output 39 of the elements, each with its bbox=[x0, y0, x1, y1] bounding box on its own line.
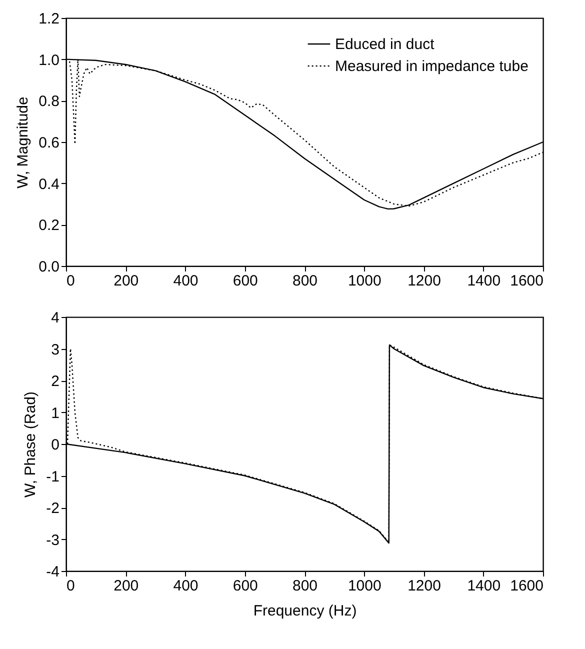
y-tick-label: 1.2 bbox=[38, 10, 60, 28]
x-tick-label: 1400 bbox=[467, 578, 501, 594]
y-tick-label: -4 bbox=[46, 564, 60, 580]
y-tick-label: 2 bbox=[51, 373, 60, 390]
x-tick-label: 1600 bbox=[510, 578, 544, 594]
y-tick-label: 0 bbox=[51, 436, 60, 454]
y-tick-label: -1 bbox=[46, 468, 60, 486]
y-tick-label: 0.6 bbox=[38, 134, 60, 152]
x-tick-label: 1400 bbox=[467, 272, 501, 290]
x-tick-label: 800 bbox=[292, 578, 318, 594]
x-tick-label: 1600 bbox=[510, 272, 544, 290]
y-tick-label: 0.8 bbox=[38, 93, 60, 110]
x-tick-label: 400 bbox=[173, 272, 198, 290]
x-tick-label: 800 bbox=[292, 272, 318, 290]
y-tick-label: 4 bbox=[51, 310, 60, 326]
y-tick-label: 0.2 bbox=[38, 217, 60, 234]
x-tick-label: 1000 bbox=[348, 272, 382, 290]
x-tick-label: 1000 bbox=[348, 578, 382, 594]
legend-label: Measured in impedance tube bbox=[335, 58, 528, 75]
y-tick-label: -3 bbox=[46, 532, 60, 549]
x-tick-label: 200 bbox=[114, 272, 139, 290]
x-tick-label: 600 bbox=[232, 272, 258, 290]
y-axis-title: W, Phase (Rad) bbox=[22, 392, 40, 498]
y-tick-label: 0.0 bbox=[38, 258, 60, 276]
y-tick-label: 0.4 bbox=[38, 176, 60, 193]
x-tick-label: 0 bbox=[66, 578, 75, 594]
x-tick-label: 1200 bbox=[408, 578, 441, 594]
x-tick-label: 600 bbox=[232, 578, 258, 594]
y-axis-title: W, Magnitude bbox=[14, 96, 32, 188]
y-tick-label: -2 bbox=[46, 500, 60, 517]
y-tick-label: 1.0 bbox=[38, 52, 60, 69]
x-tick-label: 0 bbox=[66, 272, 75, 290]
x-tick-label: 1200 bbox=[408, 272, 441, 290]
y-tick-label: 3 bbox=[51, 341, 60, 358]
legend-label: Educed in duct bbox=[335, 36, 436, 53]
x-axis-title: Frequency (Hz) bbox=[253, 602, 357, 620]
x-tick-label: 200 bbox=[114, 578, 139, 594]
x-tick-label: 400 bbox=[173, 578, 198, 594]
y-tick-label: 1 bbox=[51, 404, 60, 422]
